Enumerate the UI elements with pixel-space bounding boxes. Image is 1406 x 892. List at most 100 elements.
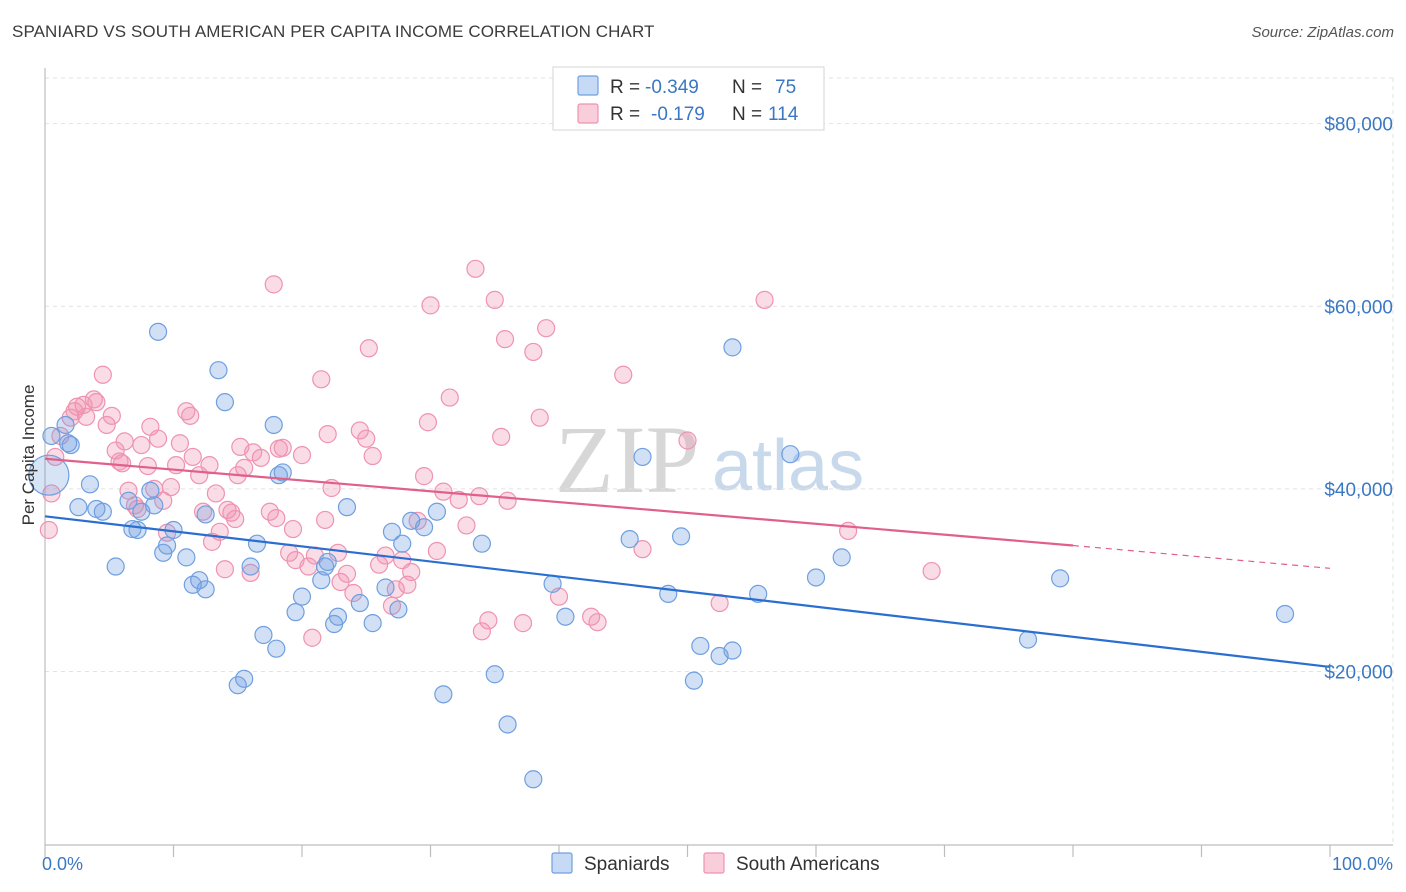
spaniards-point [209,361,228,380]
spaniards-point [123,519,142,539]
south-americans-point [359,339,378,358]
south-americans-point [344,583,363,603]
spaniards-point [376,578,395,597]
spaniards-trend-line [44,515,1331,669]
south-americans-point [312,370,331,389]
chart-title: SPANIARD VS SOUTH AMERICAN PER CAPITA IN… [12,22,655,41]
spaniards-point [145,496,164,515]
spaniards-point [723,641,742,660]
spaniards-point [691,636,710,656]
source-label: Source: ZipAtlas.com [1251,24,1394,41]
spaniards-point [382,522,402,541]
south-americans-point [193,502,213,521]
south-americans-point [418,413,438,432]
south-americans-point [148,429,168,448]
y-tick-labels: $20,000 $40,000 $60,000 $80,000 [1324,115,1393,684]
spaniards-point [215,393,234,412]
south-americans-point [495,330,515,349]
legend-label-spaniards: Spaniards [584,854,670,875]
y-axis-label: Per Capita Income [19,385,38,526]
south-americans-point [42,484,61,503]
south-americans-point [678,431,697,450]
spaniards-point [196,505,215,524]
spaniards-point [393,534,412,553]
spaniards-point [241,557,260,576]
south-americans-point [181,406,200,425]
south-americans-point [524,342,543,362]
spaniards-point [247,534,267,553]
spaniards-point [318,552,337,572]
south-americans-point [588,613,607,632]
south-americans-point [292,446,312,465]
south-americans-point [485,290,504,309]
south-americans-point [498,491,517,510]
south-americans-point [492,427,511,446]
spaniards-point [292,587,312,606]
legend-n-value-south-americans: 114 [768,104,799,125]
spaniards-point [434,685,453,704]
spaniards-point [806,568,826,587]
spaniards-point [80,475,100,494]
south-americans-point [77,407,96,426]
x-tick-label-min: 0.0% [42,854,83,874]
south-americans-point [537,319,556,338]
spaniards-point [684,671,704,690]
spaniards-point [350,593,369,613]
south-americans-point [132,435,151,455]
spaniards-point [1018,630,1038,649]
south-americans-point [251,448,270,467]
south-americans-point [84,390,103,409]
south-americans-point [112,454,132,473]
south-americans-point [414,467,434,486]
south-americans-point [283,519,303,539]
south-americans-point [328,543,348,562]
spaniards-point [190,571,209,590]
south-americans-swatch [577,103,599,124]
legend-r-label-south-americans: R = [610,104,640,125]
spaniards-point [1275,604,1295,624]
south-americans-point [68,397,87,416]
spaniards-point [363,614,382,633]
legend-swatch-south-americans [703,852,725,874]
spaniards-point [723,338,742,357]
spaniards-point [69,498,88,517]
south-americans-point [87,393,106,412]
spaniards-point [328,607,348,626]
south-americans-point [93,365,112,384]
south-americans-point [170,434,190,453]
spaniards-point [498,715,517,734]
spaniards-point [749,584,768,603]
spaniards-point [128,520,147,540]
legend-r-value-spaniards: -0.349 [645,77,699,98]
spaniards-point [177,548,196,567]
spaniards-point [93,502,112,521]
south-americans-point [337,564,357,583]
south-americans-point [235,458,254,477]
y-tick-label: $80,000 [1324,115,1393,136]
spaniards-point [141,481,160,500]
legend-r-value-south-americans: -0.179 [651,104,705,125]
south-americans-point [449,490,468,509]
y-tick-label: $20,000 [1324,663,1393,684]
legend-n-label-south-americans: N = [732,104,762,125]
south-americans-trend-line [44,457,1074,547]
south-americans-point [421,296,440,315]
spaniards-point [543,574,562,593]
spaniards-point [832,548,851,567]
legend-label-south-americans: South Americans [736,854,880,875]
x-tick-labels: 0.0% 100.0% [42,854,1393,874]
south-americans-point [513,614,533,633]
south-americans-point [303,628,322,647]
spaniards-point [59,434,78,453]
spaniards-point [267,639,286,658]
spaniards-point [42,426,61,446]
south-americans-point [206,484,226,503]
south-americans-point [466,259,485,278]
spaniards-point [286,603,305,622]
south-americans-point [102,406,121,425]
y-tick-label: $60,000 [1324,297,1393,318]
spaniards-point [273,463,292,482]
spaniards-point [254,625,273,645]
spaniards-point [671,527,691,546]
